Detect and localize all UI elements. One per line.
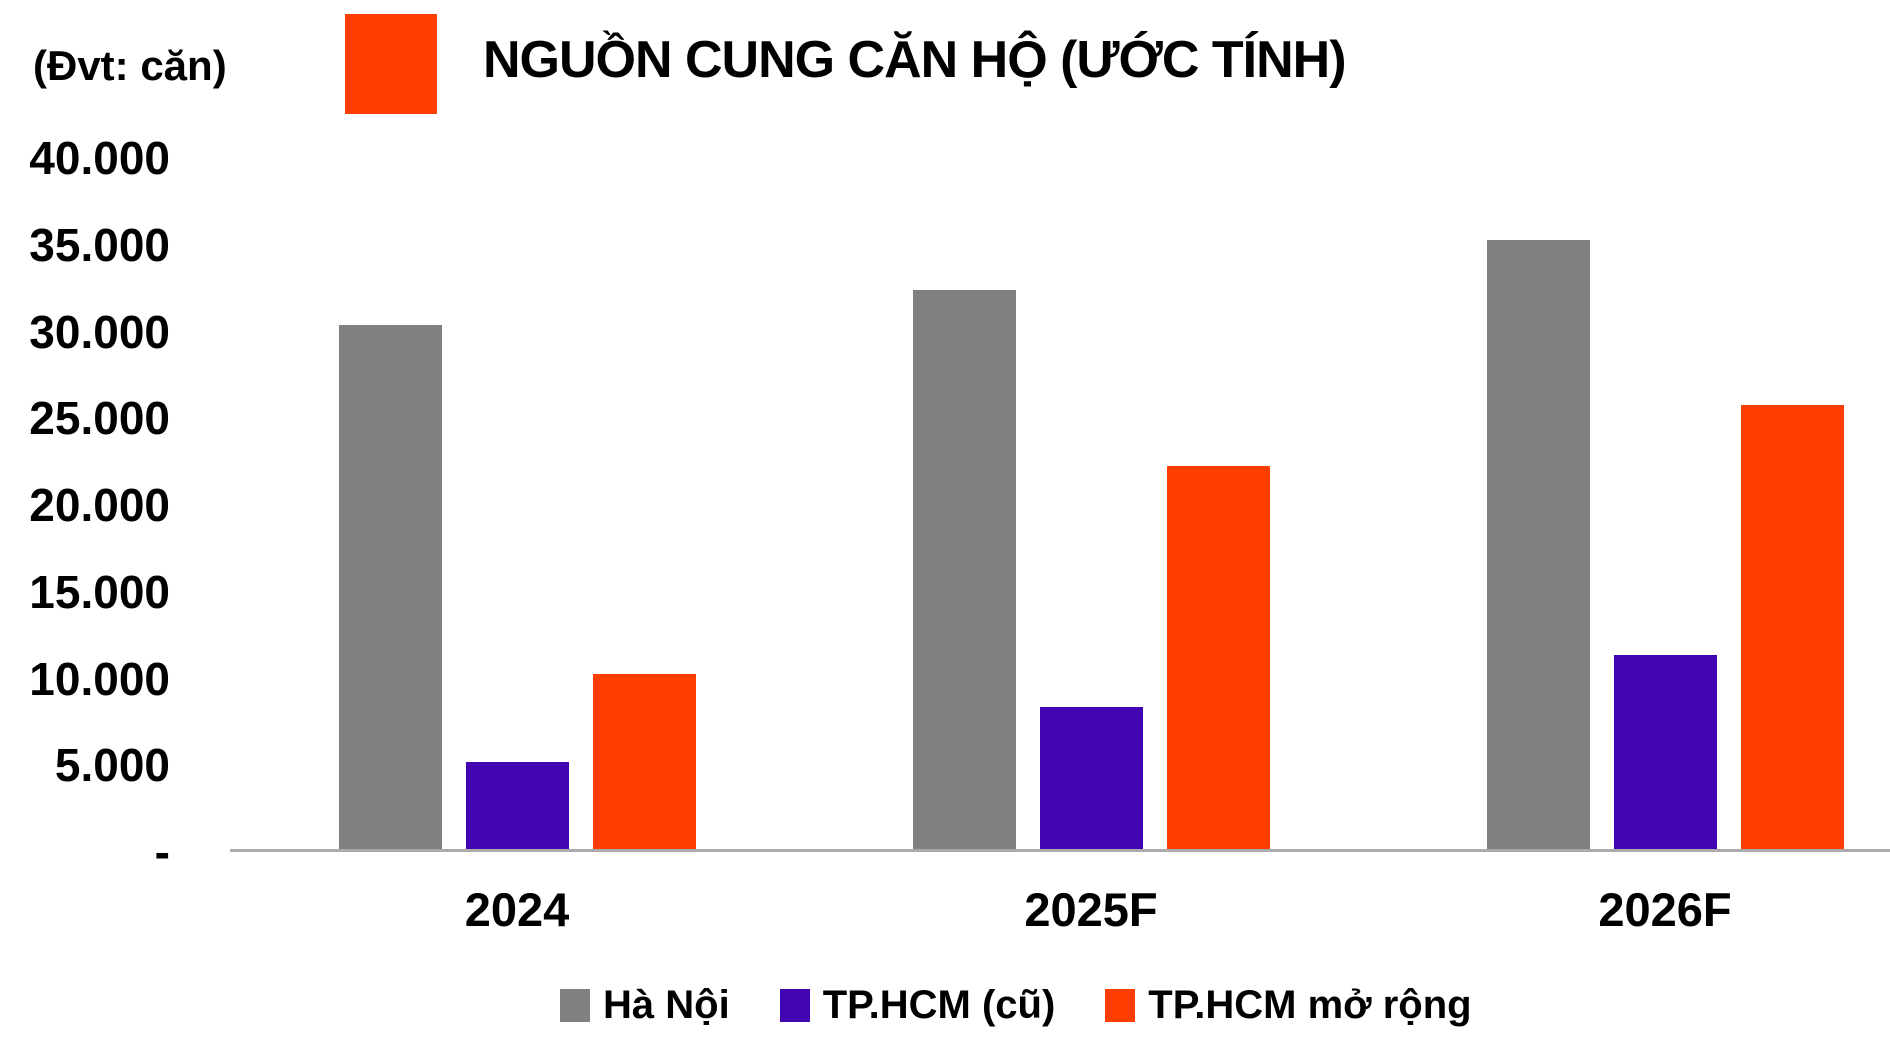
y-tick-label: 25.000 [29, 392, 170, 445]
bar [338, 325, 442, 849]
legend-label: TP.HCM (cũ) [822, 983, 1056, 1027]
bar [1166, 466, 1270, 849]
legend-item: TP.HCM (cũ) [779, 983, 1056, 1028]
y-tick-label: 10.000 [29, 652, 170, 705]
legend-swatch [779, 989, 810, 1022]
bar [1486, 240, 1590, 849]
y-tick-label: 15.000 [29, 565, 170, 618]
legend-item: TP.HCM mở rộng [1105, 983, 1472, 1028]
bar-group-2024 [338, 325, 696, 849]
x-axis-label: 2026F [1598, 883, 1732, 936]
legend-label: TP.HCM mở rộng [1148, 983, 1472, 1027]
y-tick-label: 20.000 [29, 479, 170, 531]
y-tick-label: 5.000 [54, 739, 170, 792]
legend-swatch [560, 989, 590, 1022]
bar [1613, 655, 1717, 849]
x-axis-label: 2025F [1024, 883, 1158, 936]
bar [1039, 707, 1143, 849]
bar [465, 762, 569, 849]
chart-title: NGUỒN CUNG CĂN HỘ (ƯỚC TÍNH) [483, 31, 1347, 89]
y-tick-label: - [154, 826, 170, 878]
bar [1740, 405, 1844, 849]
legend-label: Hà Nội [603, 983, 730, 1027]
y-tick-label: 30.000 [29, 305, 170, 358]
title-marker-swatch [345, 14, 437, 114]
bar [912, 290, 1016, 849]
x-axis-label: 2024 [464, 883, 570, 936]
legend: Hà Nội TP.HCM (cũ) TP.HCM mở rộng [560, 983, 1472, 1028]
bar-group-2026f [1486, 240, 1844, 849]
legend-item: Hà Nội [560, 983, 730, 1028]
unit-label: (Đvt: căn) [33, 42, 227, 89]
x-axis-labels: 2024 2025F 2026F [230, 882, 1890, 937]
y-tick-label: 40.000 [29, 132, 170, 184]
legend-swatch [1105, 989, 1136, 1022]
bar-group-2025f [912, 290, 1270, 849]
y-tick-label: 35.000 [29, 218, 170, 271]
plot-area [230, 158, 1890, 852]
bar [592, 674, 696, 849]
y-axis-tick-labels: 40.000 35.000 30.000 25.000 20.000 15.000 10.0… [0, 132, 170, 878]
